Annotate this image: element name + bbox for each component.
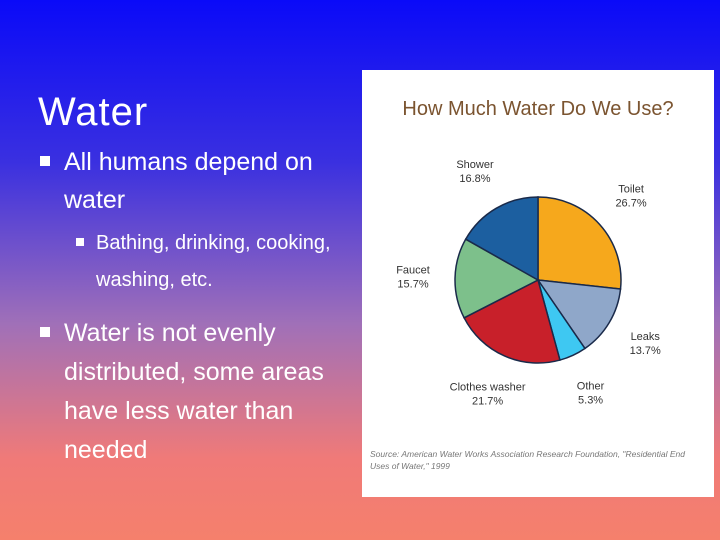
bullet-text: Water is not evenly distributed, some ar… [64, 319, 324, 464]
pie-slice [536, 279, 622, 350]
bullet-text: All humans depend on water [64, 148, 313, 214]
slice-label: Clothes washer [450, 381, 526, 393]
slice-label: Faucet [396, 264, 430, 276]
slice-label: Leaks [631, 331, 661, 343]
slice-value-label: 26.7% [615, 198, 646, 210]
bullet: Water is not evenly distributed, some ar… [38, 314, 328, 470]
pie-slice [464, 196, 539, 282]
slice-value-label: 21.7% [472, 395, 503, 407]
chart-title: How Much Water Do We Use? [402, 98, 673, 120]
slice-value-label: 15.7% [397, 278, 428, 290]
slice-value-label: 13.7% [630, 345, 661, 357]
slice-label: Toilet [618, 184, 644, 196]
slice-label: Shower [456, 159, 494, 171]
bullet: All humans depend on water Bathing, drin… [38, 143, 331, 299]
slice-value-label: 16.8% [459, 173, 490, 185]
source-box: Source: American Water Works Association… [370, 449, 685, 471]
slice-label: Other [577, 380, 605, 392]
slice-value-label: 5.3% [578, 394, 603, 406]
chart: How Much Water Do We Use? Source: Americ… [362, 70, 714, 497]
pie-slice [537, 196, 622, 290]
pie-slice [463, 278, 561, 364]
pie-slice [454, 238, 540, 319]
chart-source: Source: American Water Works Association… [370, 449, 685, 471]
sub-bullet: Bathing, drinking, cooking, washing, etc… [72, 225, 376, 299]
slide-title: Water [38, 90, 149, 134]
